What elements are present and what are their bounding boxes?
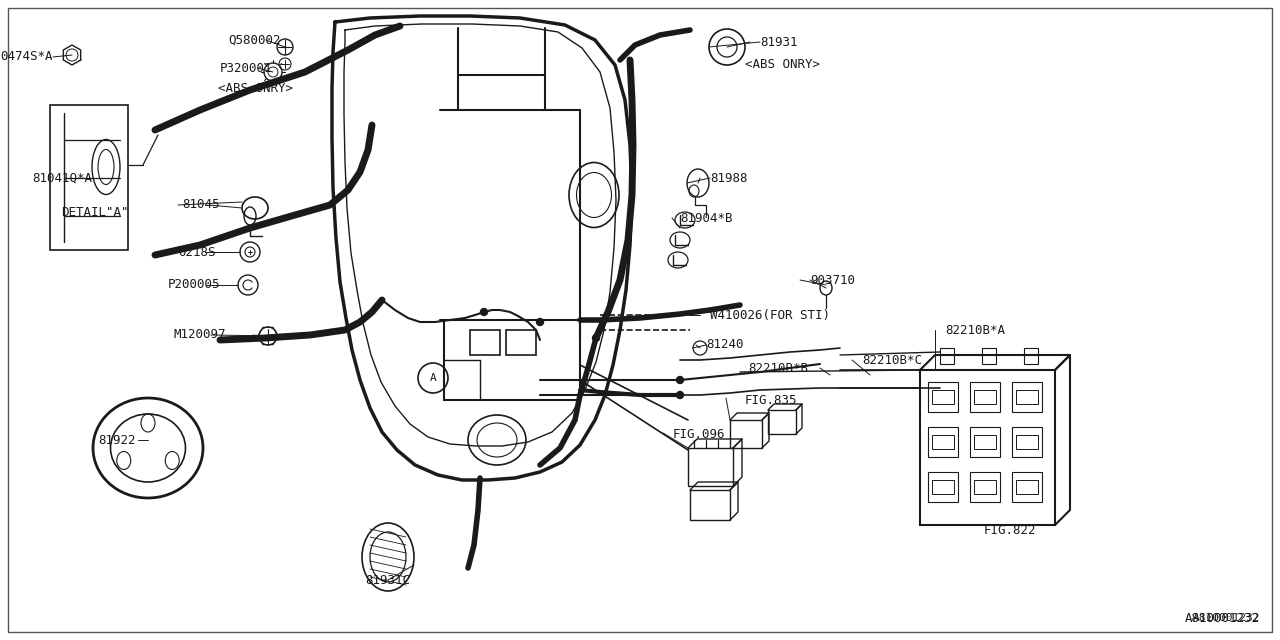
Bar xyxy=(1012,382,1042,412)
Text: 81988: 81988 xyxy=(710,172,748,184)
Bar xyxy=(1012,427,1042,457)
Text: 81931: 81931 xyxy=(760,35,797,49)
Bar xyxy=(940,348,954,364)
Bar xyxy=(1012,472,1042,502)
Text: 82210B*A: 82210B*A xyxy=(945,323,1005,337)
Bar xyxy=(932,390,954,404)
Text: 81922: 81922 xyxy=(99,433,136,447)
Bar xyxy=(1016,480,1038,494)
Bar xyxy=(730,420,762,448)
Text: 82210B*C: 82210B*C xyxy=(861,353,922,367)
Bar xyxy=(932,480,954,494)
Bar xyxy=(1016,390,1038,404)
Text: M120097: M120097 xyxy=(173,328,225,342)
Text: A810001232: A810001232 xyxy=(1185,611,1260,625)
Circle shape xyxy=(536,319,544,326)
Bar xyxy=(470,330,500,355)
Text: <ABS ONRY>: <ABS ONRY> xyxy=(745,58,820,72)
Bar xyxy=(928,472,957,502)
Bar xyxy=(974,390,996,404)
Text: FIG.835: FIG.835 xyxy=(745,394,797,406)
Bar xyxy=(970,382,1000,412)
Bar xyxy=(1016,435,1038,449)
Bar xyxy=(50,105,128,250)
Text: 903710: 903710 xyxy=(810,273,855,287)
Circle shape xyxy=(593,335,599,342)
Text: DETAIL"A": DETAIL"A" xyxy=(61,207,129,220)
Text: 81240: 81240 xyxy=(707,339,744,351)
Bar xyxy=(506,330,536,355)
Bar xyxy=(974,480,996,494)
Text: A810001232: A810001232 xyxy=(1193,613,1260,623)
Text: 81931C: 81931C xyxy=(366,573,411,586)
Text: P200005: P200005 xyxy=(168,278,220,291)
Text: FIG.096: FIG.096 xyxy=(673,429,726,442)
Circle shape xyxy=(480,308,488,316)
Bar xyxy=(932,435,954,449)
Text: 82210B*B: 82210B*B xyxy=(748,362,808,374)
Text: 81041Q*A: 81041Q*A xyxy=(32,172,92,184)
Bar xyxy=(768,410,796,434)
Bar xyxy=(970,472,1000,502)
Text: FIG.822: FIG.822 xyxy=(984,524,1037,536)
Circle shape xyxy=(677,392,684,399)
Text: Q580002: Q580002 xyxy=(228,33,280,47)
Circle shape xyxy=(677,376,684,383)
Text: <ABS ONRY>: <ABS ONRY> xyxy=(218,81,293,95)
Bar xyxy=(1024,348,1038,364)
Bar xyxy=(690,490,730,520)
Bar xyxy=(689,448,733,486)
Bar xyxy=(970,427,1000,457)
Text: W410026(FOR STI): W410026(FOR STI) xyxy=(710,308,829,321)
Text: P320001: P320001 xyxy=(220,61,273,74)
Bar xyxy=(920,370,1055,525)
Bar xyxy=(982,348,996,364)
Text: 0218S: 0218S xyxy=(178,246,215,259)
Text: 81904*B: 81904*B xyxy=(680,211,732,225)
Text: 0474S*A: 0474S*A xyxy=(0,51,52,63)
Text: 81045: 81045 xyxy=(182,198,219,211)
Bar xyxy=(974,435,996,449)
Text: A: A xyxy=(430,373,436,383)
Bar xyxy=(928,427,957,457)
Bar xyxy=(928,382,957,412)
